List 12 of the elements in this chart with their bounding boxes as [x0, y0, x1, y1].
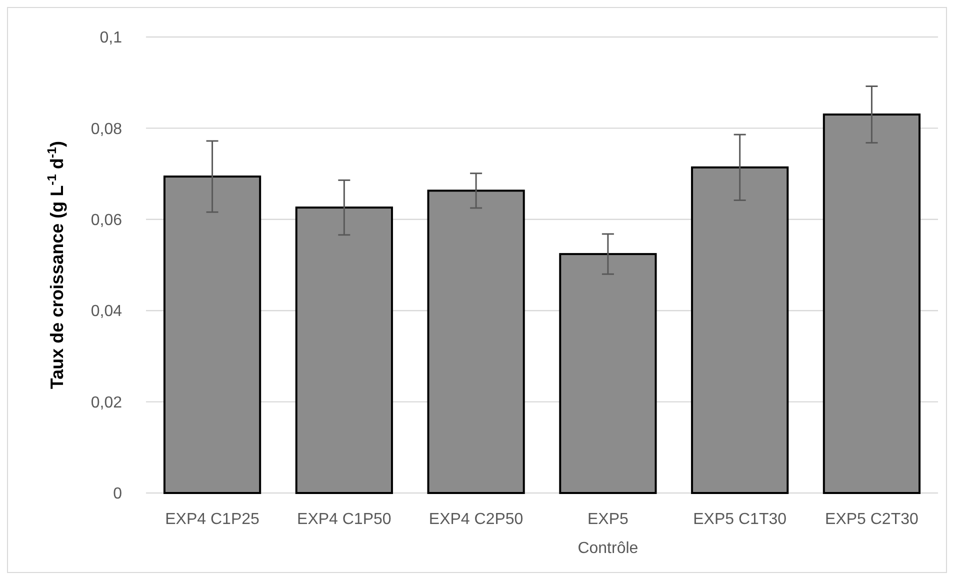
x-tick-label: EXP4 C1P50 — [297, 511, 392, 528]
x-tick-label: EXP5 C1T30 — [693, 511, 787, 528]
y-tick-label: 0,08 — [90, 120, 122, 138]
y-tick-label: 0,02 — [90, 394, 122, 412]
y-tick-label: 0,06 — [90, 212, 122, 229]
x-tick-label: EXP4 C2P50 — [428, 511, 524, 528]
x-tick-label: EXP5 Contrôle — [578, 511, 638, 557]
y-tick-label: 0,1 — [100, 30, 122, 47]
y-tick-label: 0,04 — [90, 303, 122, 320]
x-tick-label: EXP5 C2T30 — [825, 511, 919, 528]
x-tick-label: EXP4 C1P25 — [165, 511, 260, 528]
y-tick-label: 0 — [113, 486, 122, 503]
